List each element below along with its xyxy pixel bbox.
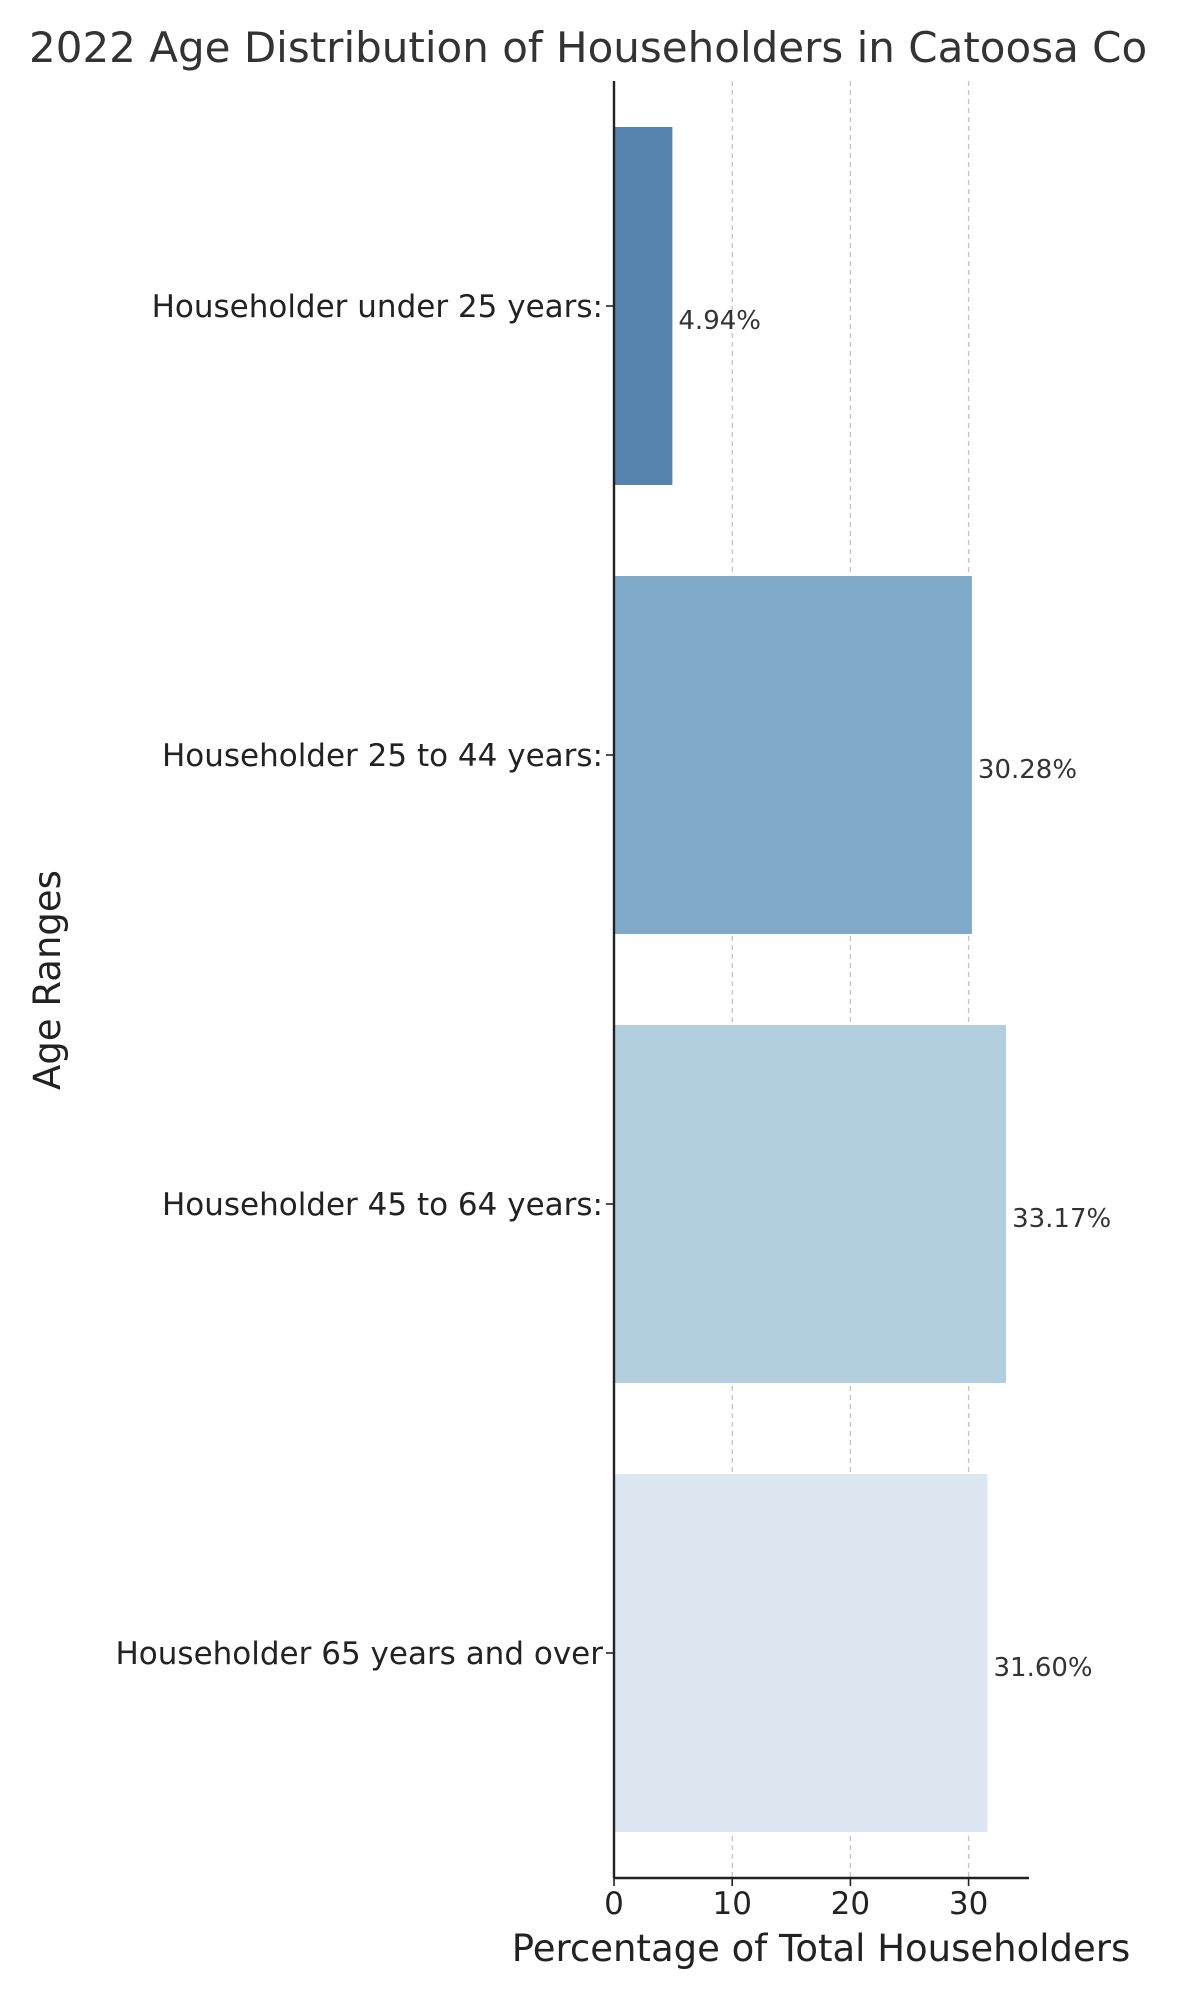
value-label: 30.28% xyxy=(978,755,1077,785)
bar xyxy=(614,576,972,934)
x-axis-title: Percentage of Total Householders xyxy=(512,1927,1131,1970)
value-label: 31.60% xyxy=(994,1653,1093,1683)
x-tick-label: 30 xyxy=(949,1886,988,1922)
category-label: Householder 25 to 44 years: xyxy=(162,738,603,774)
axes xyxy=(612,81,1029,1880)
value-label: 33.17% xyxy=(1012,1204,1111,1234)
value-label: 4.94% xyxy=(678,306,761,336)
bar xyxy=(614,1474,988,1832)
x-tick-label: 10 xyxy=(712,1886,751,1922)
y-axis-title: Age Ranges xyxy=(26,870,69,1090)
x-tick-label: 20 xyxy=(831,1886,870,1922)
bar xyxy=(614,1025,1007,1383)
category-label: Householder 45 to 64 years: xyxy=(162,1187,603,1223)
bars xyxy=(614,127,1007,1832)
category-label: Householder 65 years and over xyxy=(116,1636,604,1672)
bar xyxy=(614,127,673,485)
category-label: Householder under 25 years: xyxy=(152,289,603,325)
x-tick-label: 0 xyxy=(604,1886,624,1922)
x-ticks: 0 10 20 30 xyxy=(604,1878,988,1922)
chart-title: 2022 Age Distribution of Householders in… xyxy=(29,23,1147,72)
y-ticks: Householder under 25 years: Householder 2… xyxy=(116,289,614,1672)
value-labels: 4.94% 30.28% 33.17% 31.60% xyxy=(678,306,1111,1683)
